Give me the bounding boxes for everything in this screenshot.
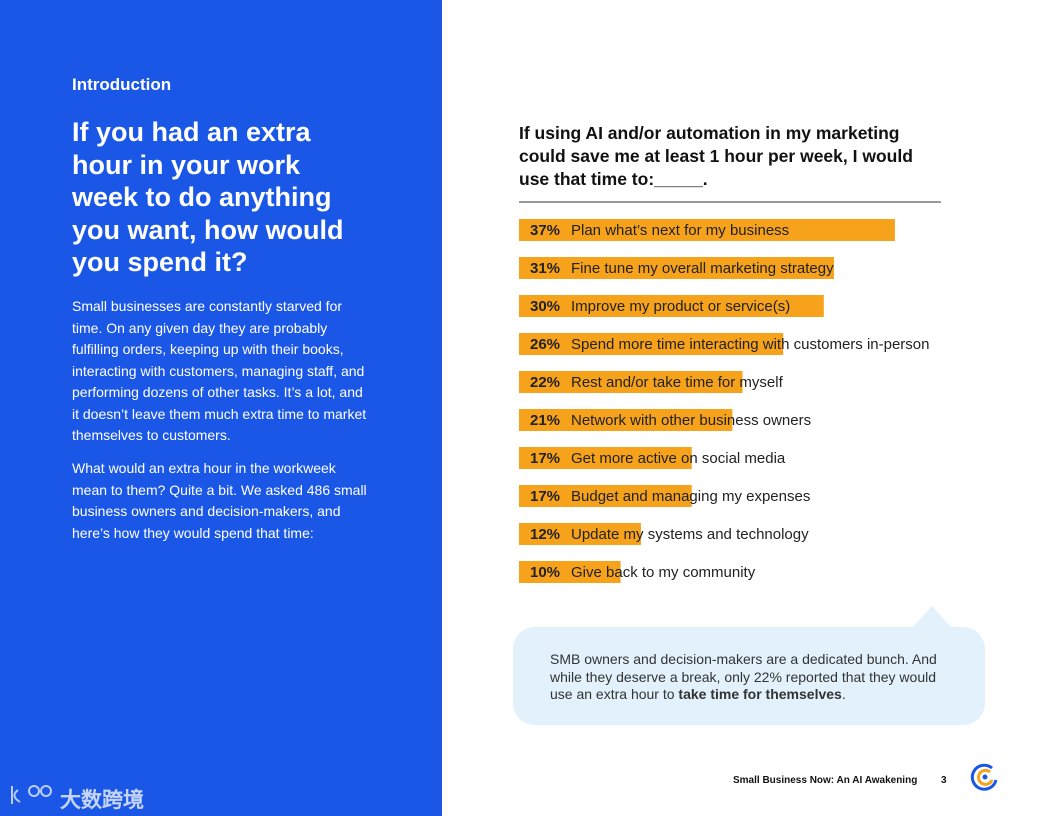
value-label: 12% [530, 526, 560, 543]
callout: SMB owners and decision-makers are a ded… [513, 627, 985, 725]
value-label: 26% [530, 336, 560, 353]
value-label: 17% [530, 488, 560, 505]
category-label: Improve my product or service(s) [571, 298, 790, 315]
value-label: 37% [530, 222, 560, 239]
bar [519, 447, 692, 469]
category-label: Spend more time interacting with custome… [571, 336, 930, 353]
category-label: Update my systems and technology [571, 526, 809, 543]
paragraph: What would an extra hour in the workweek… [72, 460, 367, 541]
watermark-logo [11, 785, 52, 804]
callout-body: SMB owners and decision-makers are a ded… [550, 651, 937, 702]
callout-emphasis: take time for themselves [678, 686, 842, 702]
category-label: Give back to my community [571, 564, 756, 581]
bar [519, 523, 641, 545]
bar [519, 257, 834, 279]
bar [519, 333, 784, 355]
category-label: Budget and managing my expenses [571, 488, 810, 505]
bar [519, 561, 621, 583]
section-label: Introduction [72, 75, 172, 94]
value-label: 10% [530, 564, 560, 581]
callout-text: SMB owners and decision-makers are a ded… [550, 651, 950, 704]
heading: If you had an extra hour in your work we… [72, 117, 344, 277]
bar [519, 371, 743, 393]
category-label: Plan what’s next for my business [571, 222, 789, 239]
bar [519, 485, 692, 507]
value-label: 21% [530, 412, 560, 429]
logo [970, 763, 998, 791]
chart: 37% Plan what’s next for my business 31% Fi… [519, 201, 941, 583]
category-label: Rest and/or take time for myself [571, 374, 784, 391]
footer-title: Small Business Now: An AI Awakening [733, 775, 918, 786]
page-number: 3 [941, 775, 947, 786]
category-label: Network with other business owners [571, 412, 811, 429]
value-label: 22% [530, 374, 560, 391]
value-label: 31% [530, 260, 560, 277]
intro-panel: Introduction If you had an extra hour in… [0, 0, 442, 816]
callout-end: . [841, 686, 846, 702]
callout-pointer [912, 606, 952, 628]
value-label: 17% [530, 450, 560, 467]
bar [519, 219, 895, 241]
value-label: 30% [530, 298, 560, 315]
bar [519, 409, 733, 431]
category-label: Fine tune my overall marketing strategy [571, 260, 834, 277]
chart-title: If using AI and/or automation in my mark… [519, 123, 913, 189]
paragraph: Small businesses are constantly starved … [72, 298, 367, 443]
category-label: Get more active on social media [571, 450, 786, 467]
bar [519, 295, 824, 317]
watermark: 大数跨境 [60, 789, 144, 812]
